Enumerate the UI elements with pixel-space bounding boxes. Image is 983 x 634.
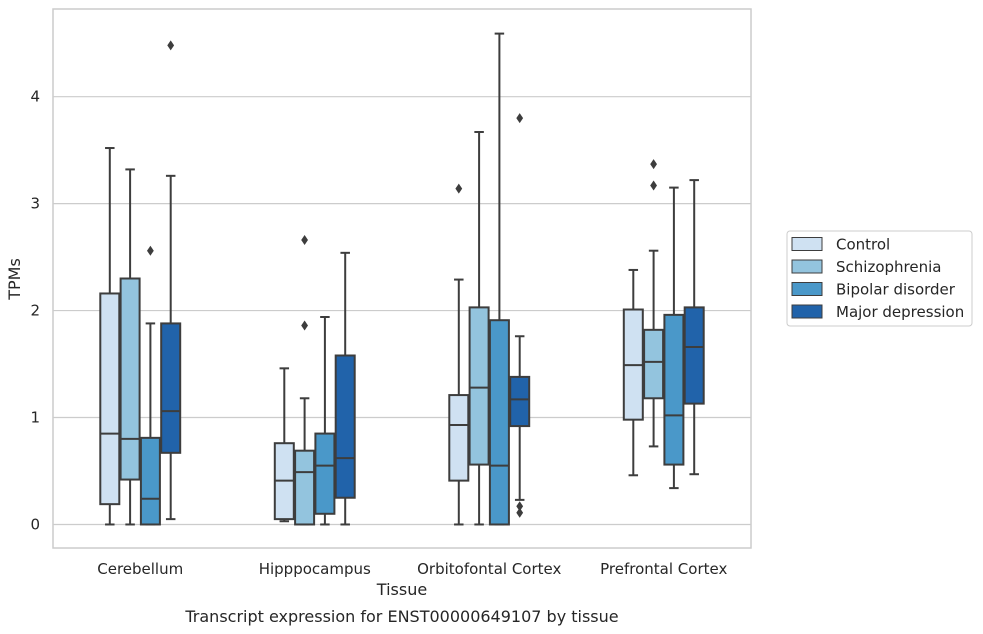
box-schizophrenia	[294, 235, 316, 526]
x-tick-label: Orbitofontal Cortex	[417, 560, 561, 578]
outlier-point	[455, 183, 463, 194]
outlier-point	[167, 40, 175, 51]
iqr-box	[488, 319, 510, 526]
y-tick-label: 1	[30, 409, 40, 427]
legend-label: Bipolar disorder	[836, 281, 956, 299]
legend-swatch	[791, 282, 823, 296]
iqr-box	[643, 328, 665, 400]
box-control	[622, 268, 644, 477]
box-schizophrenia	[643, 159, 665, 448]
plot-area-frame	[52, 8, 752, 549]
y-tick-label: 4	[30, 88, 40, 106]
y-tick-label: 3	[30, 195, 40, 213]
legend-swatch	[791, 304, 823, 319]
box-control	[448, 183, 470, 526]
legend-label: Schizophrenia	[836, 258, 941, 276]
legend-label: Major depression	[836, 303, 964, 321]
box-schizophrenia	[468, 130, 490, 526]
y-tick-label: 2	[30, 302, 40, 320]
outlier-point	[147, 245, 154, 256]
x-tick-label: Prefrontal Cortex	[600, 560, 727, 578]
chart-caption: Transcript expression for ENST0000064910…	[184, 607, 618, 626]
outlier-point	[650, 180, 657, 191]
iqr-box	[294, 449, 316, 526]
x-tick-label: Hipppocampus	[259, 560, 371, 578]
outlier-point	[516, 113, 524, 124]
outlier-point	[516, 507, 524, 518]
box-bipolar-disorder	[314, 316, 336, 526]
iqr-box	[139, 436, 161, 526]
iqr-box	[334, 354, 356, 499]
iqr-box	[160, 322, 182, 454]
legend-swatch	[791, 237, 823, 251]
y-axis-ticks: 0 1 2 3 4	[30, 88, 40, 534]
iqr-box	[448, 394, 470, 482]
iqr-box	[663, 313, 685, 466]
outlier-point	[301, 320, 308, 331]
iqr-box	[468, 306, 490, 466]
box-schizophrenia	[119, 168, 141, 526]
box-control	[99, 147, 121, 526]
y-tick-label: 0	[30, 515, 40, 533]
iqr-box	[99, 292, 121, 506]
y-axis-title: TPMs	[5, 258, 24, 301]
x-tick-label: Cerebellum	[97, 560, 183, 578]
box-series	[99, 32, 705, 526]
legend-items: Control Schizophrenia Bipolar disorder Majo…	[791, 236, 964, 321]
x-axis-title: Tissue	[376, 580, 427, 599]
x-axis-ticks: Cerebellum Hipppocampus Orbitofontal Corte…	[97, 560, 727, 578]
box-bipolar-disorder	[488, 32, 510, 526]
outlier-point	[650, 159, 657, 170]
box-major-depression	[334, 251, 356, 526]
outlier-point	[516, 501, 524, 512]
legend: Control Schizophrenia Bipolar disorder Majo…	[786, 230, 973, 327]
box-major-depression	[683, 179, 705, 476]
iqr-box	[119, 277, 141, 481]
box-control	[273, 367, 295, 523]
iqr-box	[314, 432, 336, 515]
box-major-depression	[509, 113, 531, 518]
box-bipolar-disorder	[663, 186, 685, 490]
outlier-point	[301, 235, 308, 245]
iqr-box	[683, 306, 705, 405]
legend-label: Control	[836, 236, 890, 254]
legend-swatch	[791, 259, 823, 274]
legend-frame	[786, 230, 973, 327]
iqr-box	[509, 375, 531, 428]
box-bipolar-disorder	[139, 245, 161, 526]
box-major-depression	[160, 40, 182, 521]
